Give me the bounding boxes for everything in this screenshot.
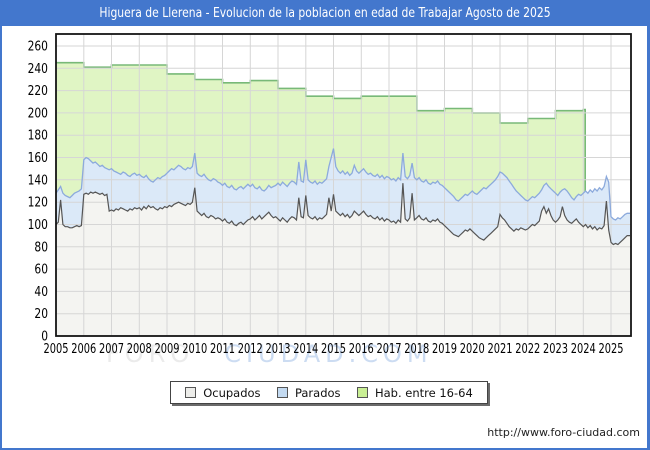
- x-tick-label: 2015: [321, 342, 346, 357]
- y-tick-label: 100: [28, 218, 48, 233]
- x-tick-label: 2018: [404, 342, 429, 357]
- legend-swatch-parados: [276, 387, 288, 398]
- watermark-foro: FORO: [106, 340, 195, 368]
- frame-border-left: [0, 0, 2, 450]
- titlebar: Higuera de Llerena - Evolucion de la pob…: [0, 0, 650, 26]
- watermark: FORO CIUDAD.COM: [106, 340, 433, 368]
- footer-url: http://www.foro-ciudad.com: [487, 426, 640, 439]
- x-tick-label: 2019: [432, 342, 457, 357]
- x-tick-label: 2012: [238, 342, 263, 357]
- x-tick-label: 2014: [293, 342, 318, 357]
- x-tick-label: 2008: [127, 342, 152, 357]
- x-tick-label: 2017: [377, 342, 402, 357]
- x-tick-label: 2021: [488, 342, 513, 357]
- x-tick-label: 2022: [515, 342, 540, 357]
- legend-swatch-ocupados: [185, 387, 197, 398]
- plot-border: [55, 33, 632, 337]
- gridlines: [56, 34, 631, 336]
- y-tick-label: 140: [28, 173, 48, 188]
- frame-border-bottom: [0, 448, 650, 450]
- series-ocupados-area: [56, 183, 630, 336]
- y-tick-label: 120: [28, 196, 48, 211]
- y-tick-label: 40: [34, 285, 48, 300]
- legend-item-ocupados: Ocupados: [185, 385, 261, 400]
- x-tick-label: 2005: [44, 342, 69, 357]
- y-tick-label: 0: [41, 330, 48, 345]
- y-tick-label: 80: [34, 240, 48, 255]
- x-tick-label: 2007: [99, 342, 124, 357]
- y-tick-label: 20: [34, 307, 48, 322]
- x-tick-label: 2020: [460, 342, 485, 357]
- y-tick-label: 60: [34, 263, 48, 278]
- page-title: Higuera de Llerena - Evolucion de la pob…: [99, 5, 551, 21]
- legend-swatch-hab-entre-16-64: [356, 387, 368, 398]
- x-tick-label: 2024: [571, 342, 596, 357]
- frame-border-right: [647, 0, 650, 450]
- y-tick-label: 160: [28, 151, 48, 166]
- legend-item-parados: Parados: [276, 385, 341, 400]
- x-tick-label: 2009: [155, 342, 180, 357]
- legend-label-parados: Parados: [294, 385, 341, 400]
- watermark-ciudad: CIUDAD.COM: [224, 340, 433, 368]
- y-tick-label: 200: [28, 106, 48, 121]
- legend-item-hab-entre-16-64: Hab. entre 16-64: [356, 385, 473, 400]
- x-tick-label: 2023: [543, 342, 568, 357]
- x-tick-label: 2010: [182, 342, 207, 357]
- x-tick-label: 2025: [599, 342, 624, 357]
- y-tick-label: 260: [28, 40, 48, 55]
- legend: Ocupados Parados Hab. entre 16-64: [170, 381, 488, 404]
- series-parados-line: [55, 148, 630, 221]
- x-tick-label: 2011: [210, 342, 235, 357]
- x-tick-label: 2016: [349, 342, 374, 357]
- legend-label-hab-entre-16-64: Hab. entre 16-64: [374, 385, 473, 400]
- x-tick-label: 2006: [71, 342, 96, 357]
- y-tick-label: 220: [28, 84, 48, 99]
- y-tick-label: 180: [28, 129, 48, 144]
- series-ocupados-line: [55, 183, 630, 246]
- legend-label-ocupados: Ocupados: [203, 385, 261, 400]
- x-tick-label: 2013: [266, 342, 291, 357]
- y-tick-label: 240: [28, 62, 48, 77]
